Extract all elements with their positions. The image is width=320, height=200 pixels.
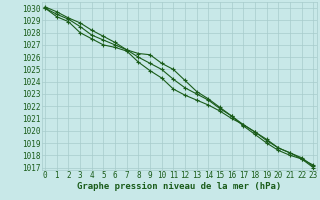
X-axis label: Graphe pression niveau de la mer (hPa): Graphe pression niveau de la mer (hPa) [77,182,281,191]
